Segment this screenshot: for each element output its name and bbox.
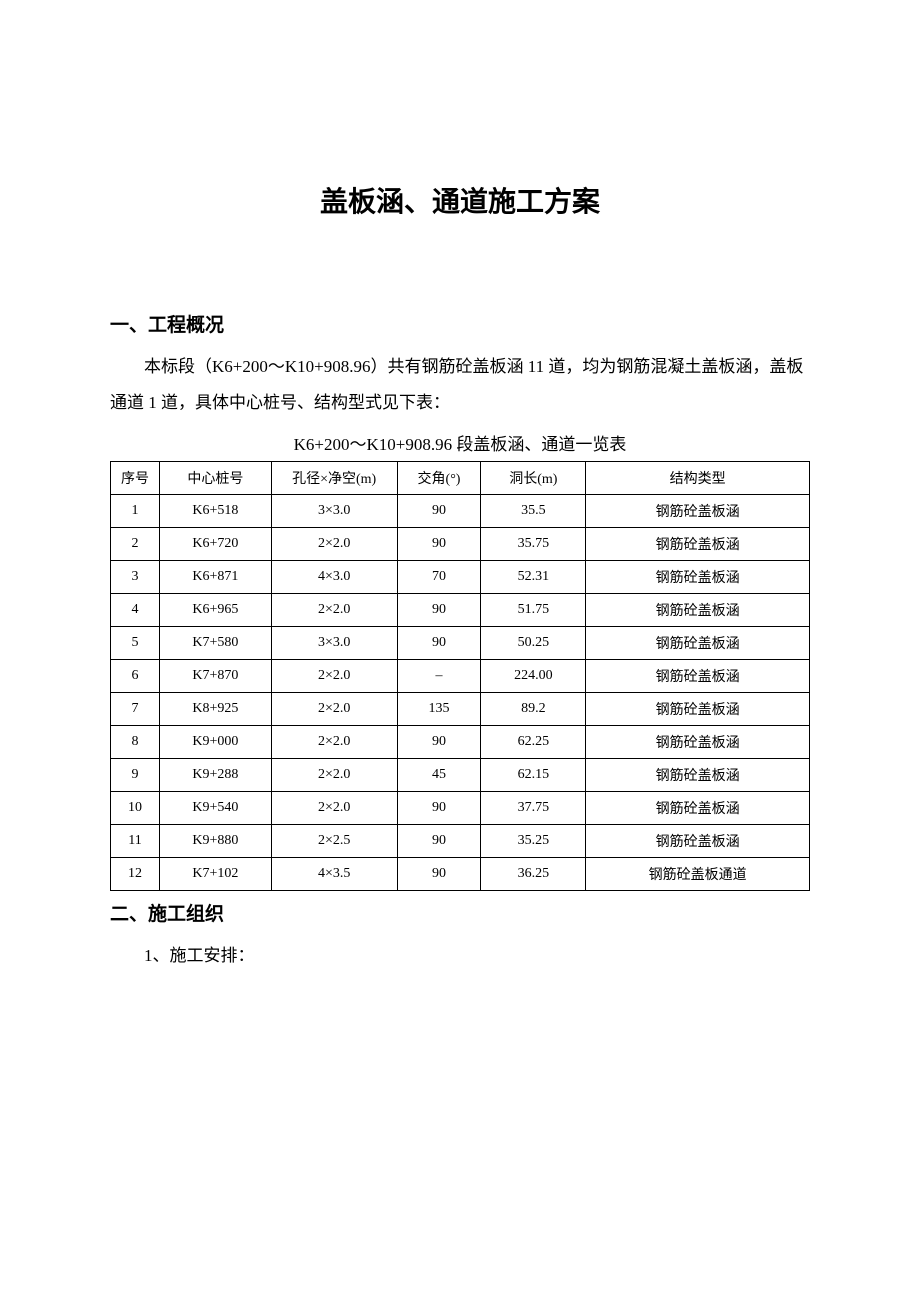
table-cell: 2×2.0 bbox=[271, 594, 397, 627]
table-cell: 4×3.5 bbox=[271, 858, 397, 891]
table-cell: 35.75 bbox=[481, 528, 586, 561]
section-2-item-1: 1、施工安排： bbox=[110, 938, 810, 974]
table-cell: 90 bbox=[397, 792, 481, 825]
table-cell: K9+880 bbox=[159, 825, 271, 858]
table-cell: 8 bbox=[111, 726, 160, 759]
table-cell: 89.2 bbox=[481, 693, 586, 726]
table-cell: 钢筋砼盖板涵 bbox=[586, 594, 810, 627]
table-row: 11K9+8802×2.59035.25钢筋砼盖板涵 bbox=[111, 825, 810, 858]
table-cell: 4×3.0 bbox=[271, 561, 397, 594]
table-cell: 62.25 bbox=[481, 726, 586, 759]
table-cell: 3 bbox=[111, 561, 160, 594]
table-cell: 2 bbox=[111, 528, 160, 561]
table-caption: K6+200～K10+908.96 段盖板涵、通道一览表 bbox=[110, 430, 810, 455]
document-title: 盖板涵、通道施工方案 bbox=[110, 180, 810, 220]
table-cell: K8+925 bbox=[159, 693, 271, 726]
section-1-heading: 一、工程概况 bbox=[110, 310, 810, 337]
table-cell: 钢筋砼盖板涵 bbox=[586, 660, 810, 693]
table-cell: 钢筋砼盖板涵 bbox=[586, 561, 810, 594]
table-cell: 52.31 bbox=[481, 561, 586, 594]
table-cell: 5 bbox=[111, 627, 160, 660]
table-cell: 50.25 bbox=[481, 627, 586, 660]
table-cell: 90 bbox=[397, 594, 481, 627]
table-cell: 1 bbox=[111, 495, 160, 528]
table-header-cell: 交角(°) bbox=[397, 462, 481, 495]
table-cell: K9+288 bbox=[159, 759, 271, 792]
table-cell: 2×2.0 bbox=[271, 528, 397, 561]
table-row: 5K7+5803×3.09050.25钢筋砼盖板涵 bbox=[111, 627, 810, 660]
table-cell: – bbox=[397, 660, 481, 693]
table-cell: 62.15 bbox=[481, 759, 586, 792]
table-cell: 2×2.5 bbox=[271, 825, 397, 858]
table-body: 1K6+5183×3.09035.5钢筋砼盖板涵2K6+7202×2.09035… bbox=[111, 495, 810, 891]
table-cell: 2×2.0 bbox=[271, 693, 397, 726]
table-header-cell: 洞长(m) bbox=[481, 462, 586, 495]
table-header-cell: 中心桩号 bbox=[159, 462, 271, 495]
table-cell: 11 bbox=[111, 825, 160, 858]
table-cell: K7+102 bbox=[159, 858, 271, 891]
table-cell: 90 bbox=[397, 495, 481, 528]
table-cell: 90 bbox=[397, 627, 481, 660]
table-cell: 钢筋砼盖板涵 bbox=[586, 759, 810, 792]
table-cell: 3×3.0 bbox=[271, 627, 397, 660]
table-header-cell: 结构类型 bbox=[586, 462, 810, 495]
section-1-paragraph: 本标段（K6+200～K10+908.96）共有钢筋砼盖板涵 11 道，均为钢筋… bbox=[110, 349, 810, 420]
table-cell: 90 bbox=[397, 726, 481, 759]
table-cell: 37.75 bbox=[481, 792, 586, 825]
table-header-cell: 孔径×净空(m) bbox=[271, 462, 397, 495]
table-cell: K7+580 bbox=[159, 627, 271, 660]
table-cell: K6+518 bbox=[159, 495, 271, 528]
table-cell: 钢筋砼盖板涵 bbox=[586, 825, 810, 858]
table-row: 1K6+5183×3.09035.5钢筋砼盖板涵 bbox=[111, 495, 810, 528]
table-row: 3K6+8714×3.07052.31钢筋砼盖板涵 bbox=[111, 561, 810, 594]
table-cell: 12 bbox=[111, 858, 160, 891]
table-cell: 2×2.0 bbox=[271, 660, 397, 693]
table-row: 9K9+2882×2.04562.15钢筋砼盖板涵 bbox=[111, 759, 810, 792]
table-cell: 36.25 bbox=[481, 858, 586, 891]
table-cell: K9+000 bbox=[159, 726, 271, 759]
table-cell: 45 bbox=[397, 759, 481, 792]
table-header-row: 序号 中心桩号 孔径×净空(m) 交角(°) 洞长(m) 结构类型 bbox=[111, 462, 810, 495]
table-cell: K7+870 bbox=[159, 660, 271, 693]
table-cell: 2×2.0 bbox=[271, 726, 397, 759]
table-cell: K6+720 bbox=[159, 528, 271, 561]
table-cell: 钢筋砼盖板涵 bbox=[586, 792, 810, 825]
section-2-heading: 二、施工组织 bbox=[110, 899, 810, 926]
table-cell: 6 bbox=[111, 660, 160, 693]
table-cell: 35.25 bbox=[481, 825, 586, 858]
table-cell: 钢筋砼盖板涵 bbox=[586, 528, 810, 561]
table-cell: 钢筋砼盖板涵 bbox=[586, 495, 810, 528]
table-cell: 9 bbox=[111, 759, 160, 792]
table-row: 2K6+7202×2.09035.75钢筋砼盖板涵 bbox=[111, 528, 810, 561]
table-cell: 10 bbox=[111, 792, 160, 825]
table-row: 7K8+9252×2.013589.2钢筋砼盖板涵 bbox=[111, 693, 810, 726]
table-cell: 224.00 bbox=[481, 660, 586, 693]
table-cell: 4 bbox=[111, 594, 160, 627]
table-row: 12K7+1024×3.59036.25钢筋砼盖板通道 bbox=[111, 858, 810, 891]
table-row: 4K6+9652×2.09051.75钢筋砼盖板涵 bbox=[111, 594, 810, 627]
table-cell: 3×3.0 bbox=[271, 495, 397, 528]
table-cell: 35.5 bbox=[481, 495, 586, 528]
table-cell: K6+871 bbox=[159, 561, 271, 594]
table-row: 10K9+5402×2.09037.75钢筋砼盖板涵 bbox=[111, 792, 810, 825]
table-cell: 2×2.0 bbox=[271, 759, 397, 792]
table-cell: 钢筋砼盖板通道 bbox=[586, 858, 810, 891]
table-cell: 135 bbox=[397, 693, 481, 726]
table-cell: K9+540 bbox=[159, 792, 271, 825]
table-header-cell: 序号 bbox=[111, 462, 160, 495]
table-cell: 钢筋砼盖板涵 bbox=[586, 627, 810, 660]
culvert-table: 序号 中心桩号 孔径×净空(m) 交角(°) 洞长(m) 结构类型 1K6+51… bbox=[110, 461, 810, 891]
table-cell: 钢筋砼盖板涵 bbox=[586, 693, 810, 726]
table-cell: 51.75 bbox=[481, 594, 586, 627]
table-cell: 2×2.0 bbox=[271, 792, 397, 825]
table-cell: K6+965 bbox=[159, 594, 271, 627]
table-row: 6K7+8702×2.0–224.00钢筋砼盖板涵 bbox=[111, 660, 810, 693]
table-cell: 90 bbox=[397, 528, 481, 561]
table-cell: 90 bbox=[397, 825, 481, 858]
table-cell: 90 bbox=[397, 858, 481, 891]
table-cell: 70 bbox=[397, 561, 481, 594]
table-row: 8K9+0002×2.09062.25钢筋砼盖板涵 bbox=[111, 726, 810, 759]
table-cell: 钢筋砼盖板涵 bbox=[586, 726, 810, 759]
table-cell: 7 bbox=[111, 693, 160, 726]
